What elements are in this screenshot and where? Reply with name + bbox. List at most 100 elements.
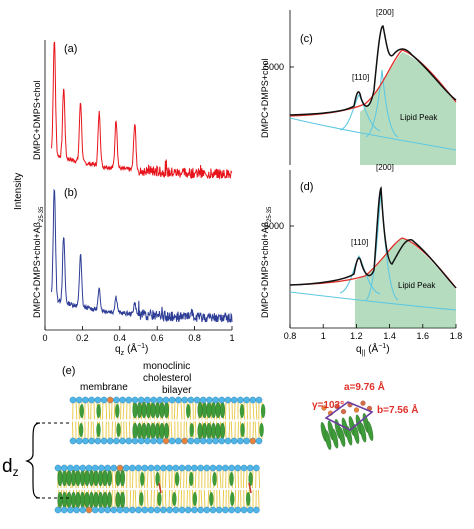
headgroup <box>100 437 108 445</box>
headgroup <box>75 437 83 445</box>
panel-b-ylabel: DMPC+DMPS+chol+Aβ25-35 <box>32 206 45 318</box>
headgroup <box>131 437 139 445</box>
panel-d-ylabel-sub: 25-35 <box>267 206 273 222</box>
lipid-tail <box>87 401 90 420</box>
headgroup <box>119 396 126 404</box>
peptide <box>158 482 162 494</box>
lipid-tail <box>164 489 167 509</box>
headgroup <box>122 464 130 472</box>
headgroup <box>110 464 118 472</box>
lipid-tail <box>185 469 188 489</box>
panel-ab-xlabel-exp: −1 <box>137 343 145 350</box>
headgroup <box>212 437 219 445</box>
headgroup <box>137 396 145 404</box>
headgroup <box>116 506 124 514</box>
cholesterol <box>230 492 235 506</box>
cholesterol <box>186 404 191 418</box>
lipid-tail <box>168 489 171 509</box>
panel-d-ytick-label: 5000 <box>264 221 284 231</box>
lattice-headgroup <box>321 405 327 411</box>
panel-a: (a) DMPC+DMPS+chol <box>32 40 233 186</box>
headgroup <box>175 396 182 404</box>
lipid-tail <box>173 401 176 420</box>
headgroup <box>147 506 155 514</box>
panel-c-lipid-peak: Lipid Peak <box>400 113 438 122</box>
panel-ab-xlabel-main: q <box>115 344 121 355</box>
xtick-label: 0.4 <box>114 333 127 343</box>
panel-d-cyan-baseline <box>289 291 457 311</box>
membrane-stack-upper <box>69 396 266 445</box>
cholesterol <box>78 423 84 437</box>
lipid-tail <box>170 421 173 440</box>
cholesterol <box>115 491 121 509</box>
headgroup <box>249 396 257 404</box>
headgroup <box>203 506 211 514</box>
headgroup <box>131 396 139 404</box>
headgroup <box>193 396 201 404</box>
lipid-tail <box>180 401 183 420</box>
cholesterol <box>141 422 147 440</box>
cholesterol <box>189 423 194 437</box>
headgroup <box>255 396 263 404</box>
panel-d-black-fit <box>289 186 457 289</box>
lattice-cholesterol <box>331 428 339 449</box>
headgroup <box>137 437 145 445</box>
lipid-tail <box>207 489 210 509</box>
lipid-tail <box>164 469 167 489</box>
headgroup <box>98 506 105 514</box>
headgroup <box>253 506 260 514</box>
headgroup <box>135 464 142 472</box>
bilayer-label-3: bilayer <box>162 385 192 396</box>
cholesterol <box>136 422 142 440</box>
headgroup <box>209 506 217 514</box>
headgroup <box>113 437 120 445</box>
panel-c-lipid-fill <box>360 52 456 165</box>
panel-cd-xlabel-close: ) <box>386 344 389 355</box>
panel-c-ytick-label: 5000 <box>264 62 284 72</box>
panel-d-label: (d) <box>300 181 313 193</box>
cholesterol <box>62 491 68 509</box>
cholesterol <box>215 401 221 419</box>
xtick-label: 1 <box>229 333 234 343</box>
cholesterol <box>240 423 245 437</box>
lipid-tail <box>179 469 182 489</box>
headgroup <box>240 464 248 472</box>
lattice-headgroup <box>360 400 366 406</box>
headgroup <box>150 396 157 404</box>
cholesterol <box>97 491 103 509</box>
cholesterol <box>154 422 160 440</box>
cholesterol <box>159 401 165 419</box>
cholesterol <box>206 422 212 440</box>
cholesterol <box>145 401 151 419</box>
headgroup <box>88 396 95 404</box>
lattice-box <box>324 401 374 431</box>
cholesterol <box>206 401 212 419</box>
headgroup <box>119 437 126 445</box>
headgroup <box>153 506 161 514</box>
cholesterol <box>163 401 169 419</box>
cholesterol <box>66 491 72 509</box>
lipid-tail <box>254 421 257 440</box>
headgroup <box>237 437 244 445</box>
headgroup <box>79 464 87 472</box>
lipid-tail <box>194 469 197 489</box>
bilayer-label-1: monoclinic <box>143 361 190 372</box>
headgroup <box>166 506 173 514</box>
cholesterol <box>62 469 68 487</box>
lipid-tail <box>71 421 74 440</box>
cholesterol <box>212 472 217 486</box>
panel-d-peak-110: [110] <box>351 238 368 247</box>
headgroup <box>141 464 149 472</box>
lipid-tail <box>209 469 212 489</box>
cholesterol <box>159 422 165 440</box>
lattice-gamma: γ=103° <box>312 400 344 411</box>
panel-e: (e) membrane monoclinic cholesterol bila… <box>2 361 418 514</box>
headgroup <box>228 506 235 514</box>
panel-ab-xlabel: qz (Å−1) <box>115 342 148 357</box>
headgroup <box>166 464 173 472</box>
headgroup <box>69 437 77 445</box>
headgroup <box>153 464 161 472</box>
cholesterol <box>79 404 84 418</box>
lipid-tail <box>114 469 117 489</box>
cholesterol <box>84 469 90 487</box>
